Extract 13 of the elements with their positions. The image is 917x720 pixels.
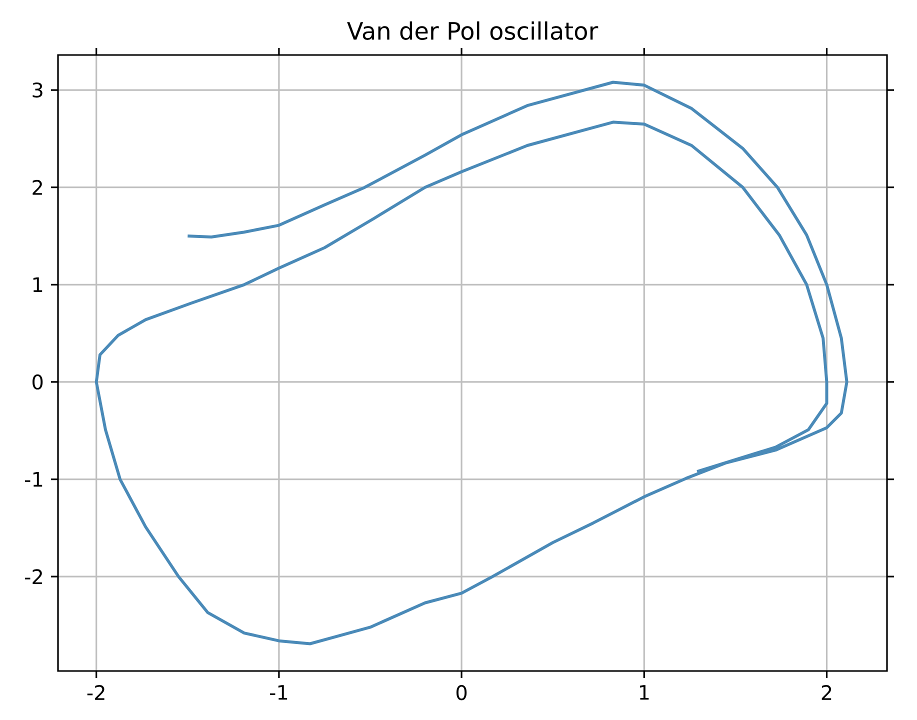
y-tick-label: -1 [24, 472, 42, 487]
x-tick-label: 1 [640, 685, 649, 700]
y-tick-label: 0 [32, 374, 43, 390]
y-tick-label: -2 [24, 569, 42, 584]
line-series [94, 80, 848, 646]
chart-title: Van der Pol oscillator [347, 21, 598, 40]
y-tick-label: 2 [32, 180, 42, 195]
x-tick-label: -2 [87, 685, 104, 700]
y-tick-label: 1 [33, 277, 42, 292]
x-tick-label: 2 [822, 685, 832, 700]
x-tick-label: -1 [270, 685, 288, 700]
x-tick-label: 0 [456, 685, 467, 700]
y-tick-label: 3 [32, 82, 42, 98]
